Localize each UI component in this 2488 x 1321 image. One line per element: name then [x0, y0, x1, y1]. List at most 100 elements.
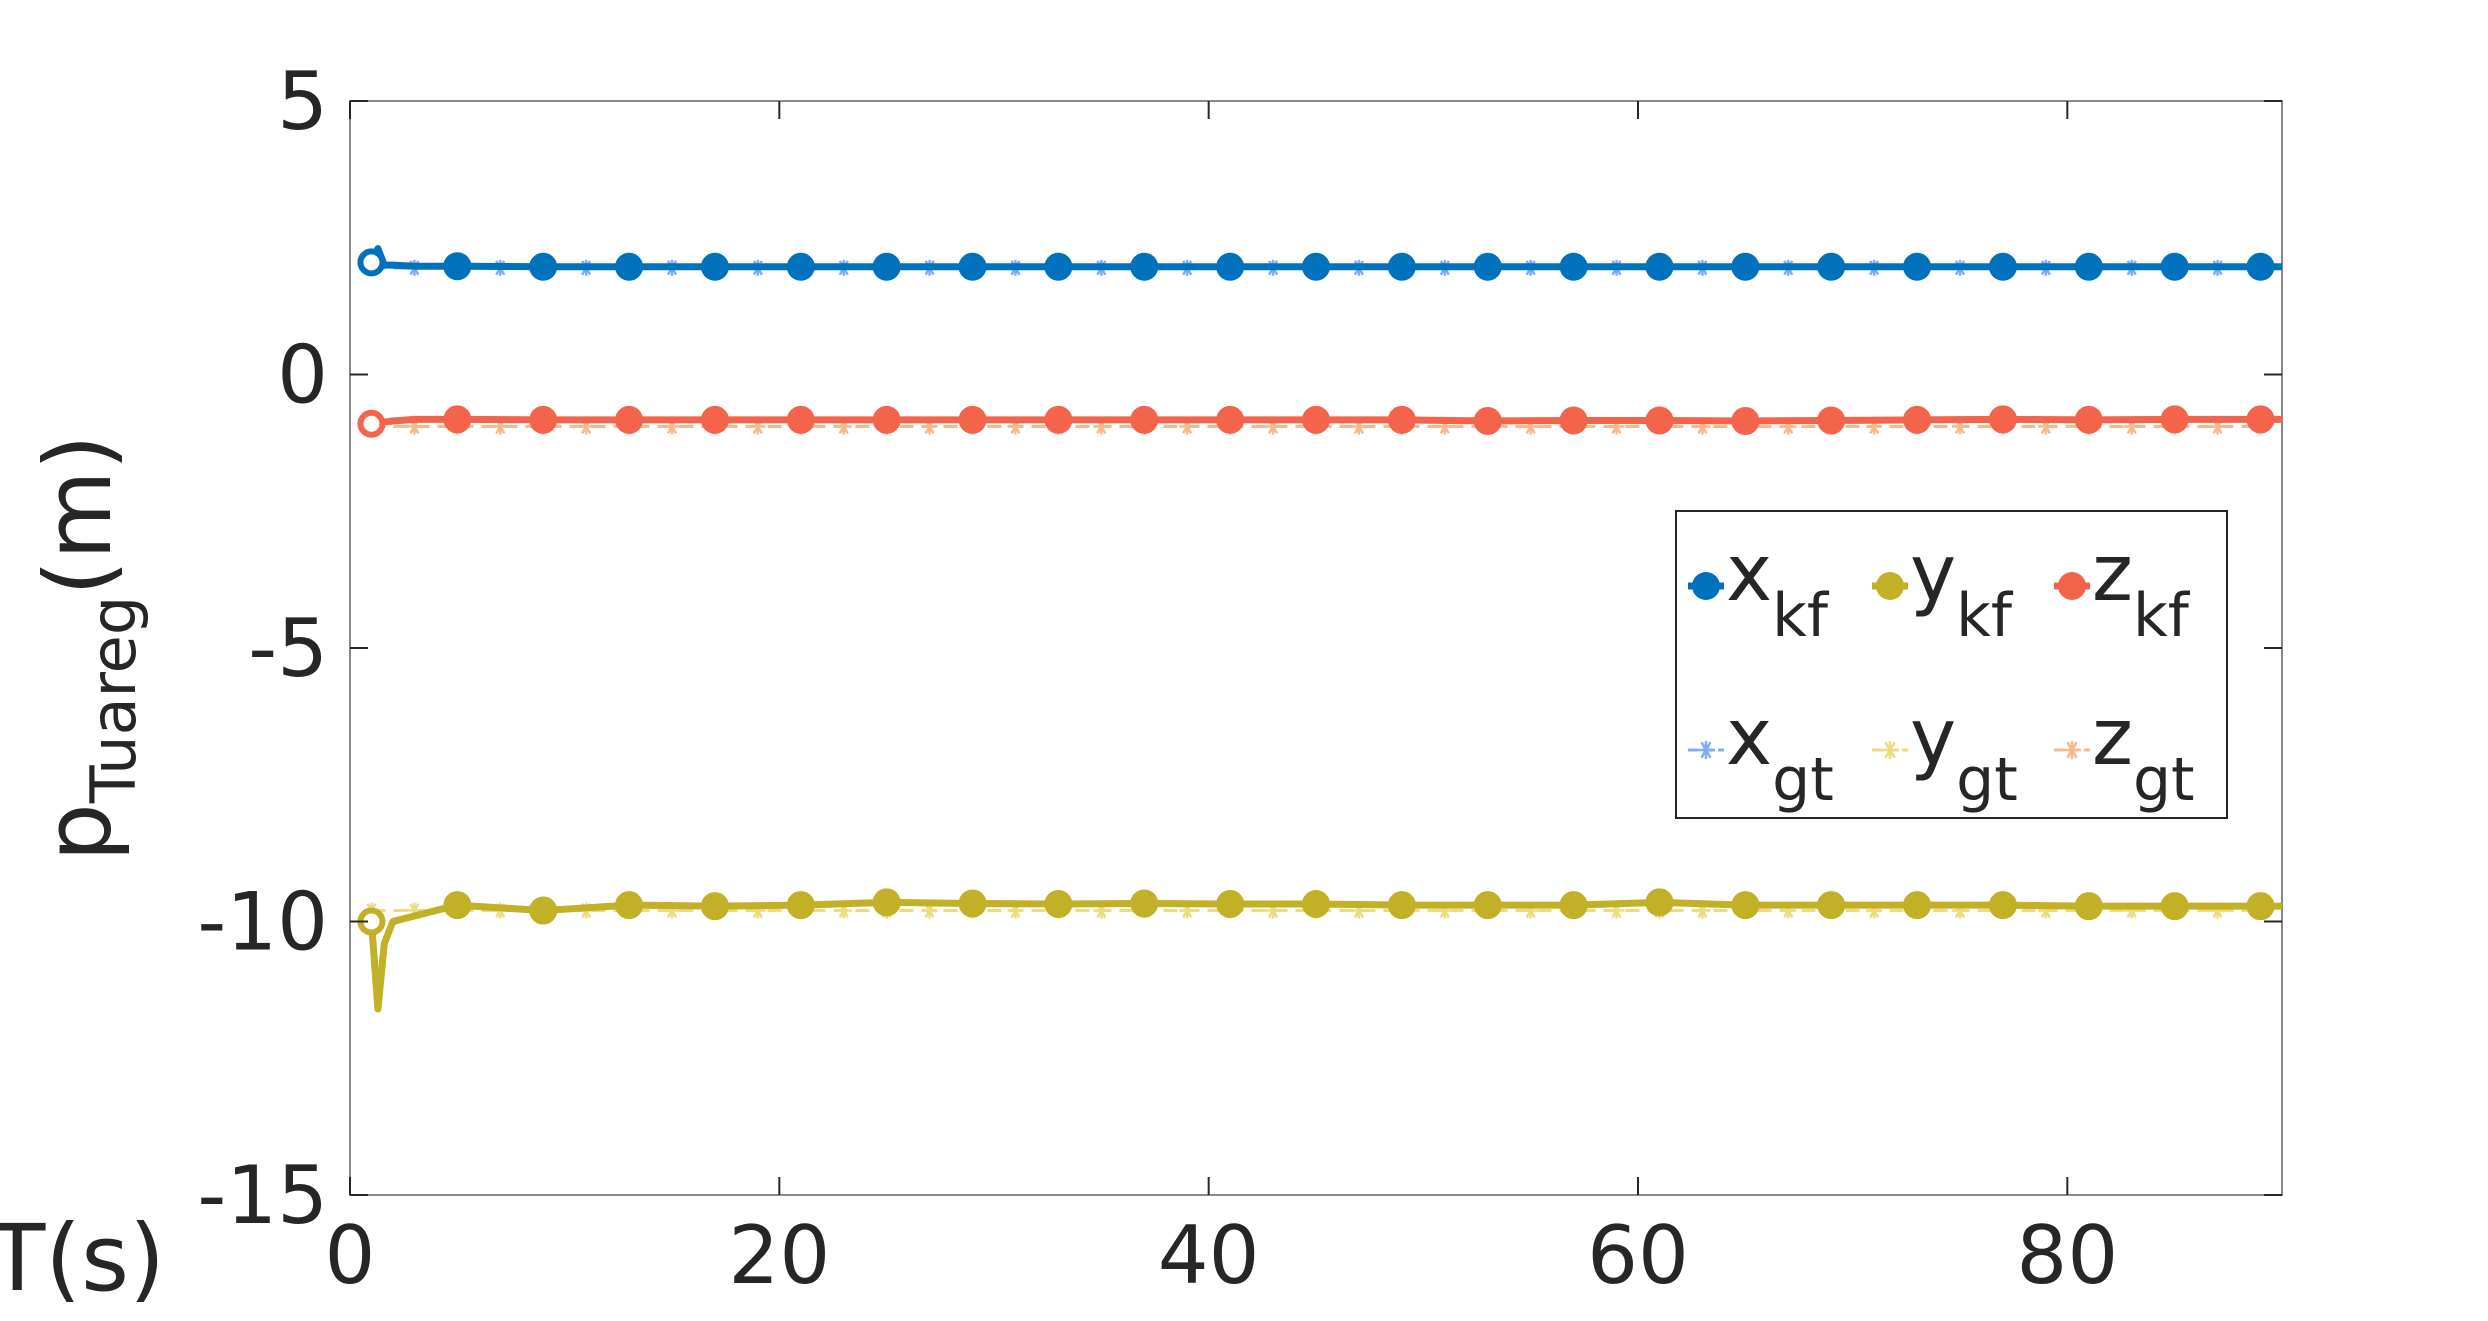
- legend-label: xkf: [1726, 529, 1830, 651]
- legend-marker: [1881, 741, 1899, 759]
- legend-item-z_kf: zkf: [2054, 529, 2191, 651]
- legend-label: xgt: [1726, 693, 1834, 815]
- data-point-y_kf: [2074, 892, 2103, 921]
- series-x_kf: [357, 245, 2282, 281]
- legend-marker: [2058, 572, 2086, 600]
- legend-item-y_gt: ygt: [1872, 693, 2018, 815]
- x-tick-label: 20: [728, 1209, 830, 1302]
- legend-label-base: x: [1726, 693, 1772, 783]
- data-point-z_kf: [615, 405, 644, 434]
- data-point-x_kf: [1645, 252, 1674, 281]
- data-point-x_kf: [357, 248, 386, 277]
- tick-layer: 0 20 40 60 80 5 0 -5 -10 -15: [197, 55, 2282, 1302]
- y-axis-label: pTuareg(m): [25, 434, 150, 861]
- y-axis-label-base: p: [25, 803, 132, 861]
- y-tick-label: -10: [197, 876, 328, 969]
- legend-label: zkf: [2092, 529, 2191, 651]
- legend-label-base: x: [1726, 529, 1772, 619]
- x-tick-label: 80: [2016, 1209, 2118, 1302]
- data-point-z_kf: [2074, 405, 2103, 434]
- data-point-y_kf: [1302, 889, 1330, 918]
- data-point-y_kf: [443, 891, 472, 920]
- legend-label-base: z: [2092, 529, 2133, 619]
- x-axis-label: T(s): [0, 1205, 165, 1312]
- legend-marker: [1692, 572, 1720, 600]
- y-tick-label: 5: [277, 55, 328, 148]
- data-point-z_kf: [1387, 405, 1416, 434]
- legend-label-sub: gt: [1772, 745, 1834, 815]
- x-tick-label: 40: [1158, 1209, 1260, 1302]
- data-point-z_kf: [1130, 405, 1159, 434]
- data-point-y_kf: [872, 888, 901, 917]
- data-point-y_kf: [615, 891, 644, 920]
- legend-label-base: y: [1910, 693, 1956, 783]
- legend-label-sub: kf: [2133, 581, 2191, 651]
- data-point-z_kf: [700, 405, 729, 434]
- legend-label: zgt: [2092, 693, 2195, 815]
- data-point-z_kf: [1216, 405, 1245, 434]
- series-line-x_kf: [368, 245, 2282, 271]
- data-point-x_kf: [1559, 252, 1588, 281]
- data-point-x_kf: [443, 252, 472, 281]
- data-point-y_kf: [1387, 891, 1416, 920]
- y-axis-label-unit: (m): [25, 434, 132, 595]
- legend-marker: [2063, 741, 2081, 759]
- data-point-x_kf: [529, 252, 558, 281]
- data-point-x_kf: [1903, 252, 1932, 281]
- data-point-x_kf: [1044, 252, 1073, 281]
- y-tick-label: -15: [197, 1149, 328, 1242]
- data-point-z_kf: [357, 409, 386, 438]
- data-point-z_kf: [1302, 405, 1330, 434]
- data-point-x_kf: [1817, 252, 1846, 281]
- legend-item-x_gt: xgt: [1688, 693, 1834, 815]
- legend-label-sub: kf: [1772, 581, 1830, 651]
- data-point-z_kf: [1645, 406, 1674, 435]
- data-point-z_kf: [786, 405, 815, 434]
- data-point-z_kf: [1559, 406, 1588, 435]
- legend-label: ykf: [1910, 529, 2014, 651]
- legend-item-y_kf: ykf: [1872, 529, 2014, 651]
- y-tick-label: 0: [277, 329, 328, 422]
- data-point-z_kf: [2160, 405, 2189, 434]
- legend-marker: [1697, 741, 1715, 759]
- data-point-x_kf: [2074, 252, 2103, 281]
- data-point-y_kf: [1473, 891, 1502, 920]
- data-point-z_kf: [958, 405, 987, 434]
- data-point-y_kf: [2246, 892, 2275, 921]
- series-z_kf: [357, 405, 2282, 438]
- legend-label-sub: kf: [1956, 581, 2014, 651]
- y-axis-label-sub: Tuareg: [77, 596, 150, 804]
- data-point-y_kf: [1903, 891, 1932, 920]
- series-layer: [357, 245, 2282, 1013]
- data-point-x_kf: [1130, 252, 1159, 281]
- data-point-y_kf: [1559, 891, 1588, 920]
- legend-label-sub: gt: [1956, 745, 2018, 815]
- data-point-x_kf: [958, 252, 987, 281]
- data-point-x_kf: [1302, 252, 1330, 281]
- data-point-x_kf: [1473, 252, 1502, 281]
- data-point-z_kf: [1903, 405, 1932, 434]
- data-point-z_kf: [1731, 406, 1760, 435]
- data-point-x_kf: [2160, 252, 2189, 281]
- legend-label: ygt: [1910, 693, 2018, 815]
- data-point-z_kf: [1044, 405, 1073, 434]
- data-point-y_kf: [1988, 891, 2017, 920]
- legend-label-base: z: [2092, 693, 2133, 783]
- data-point-x_kf: [2246, 252, 2275, 281]
- series-y_kf: [357, 888, 2282, 1013]
- data-point-z_kf: [1988, 405, 2017, 434]
- data-point-x_kf: [1988, 252, 2017, 281]
- data-point-x_kf: [615, 252, 644, 281]
- x-tick-label: 60: [1587, 1209, 1689, 1302]
- legend-item-x_kf: xkf: [1688, 529, 1830, 651]
- series-line-z_kf: [371, 415, 2282, 428]
- data-point-y_kf: [1731, 891, 1760, 920]
- y-tick-label: -5: [248, 602, 328, 695]
- data-point-x_kf: [786, 252, 815, 281]
- data-point-x_kf: [700, 252, 729, 281]
- data-point-y_kf: [1130, 889, 1159, 918]
- legend-marker: [1876, 572, 1904, 600]
- data-point-z_kf: [443, 405, 472, 434]
